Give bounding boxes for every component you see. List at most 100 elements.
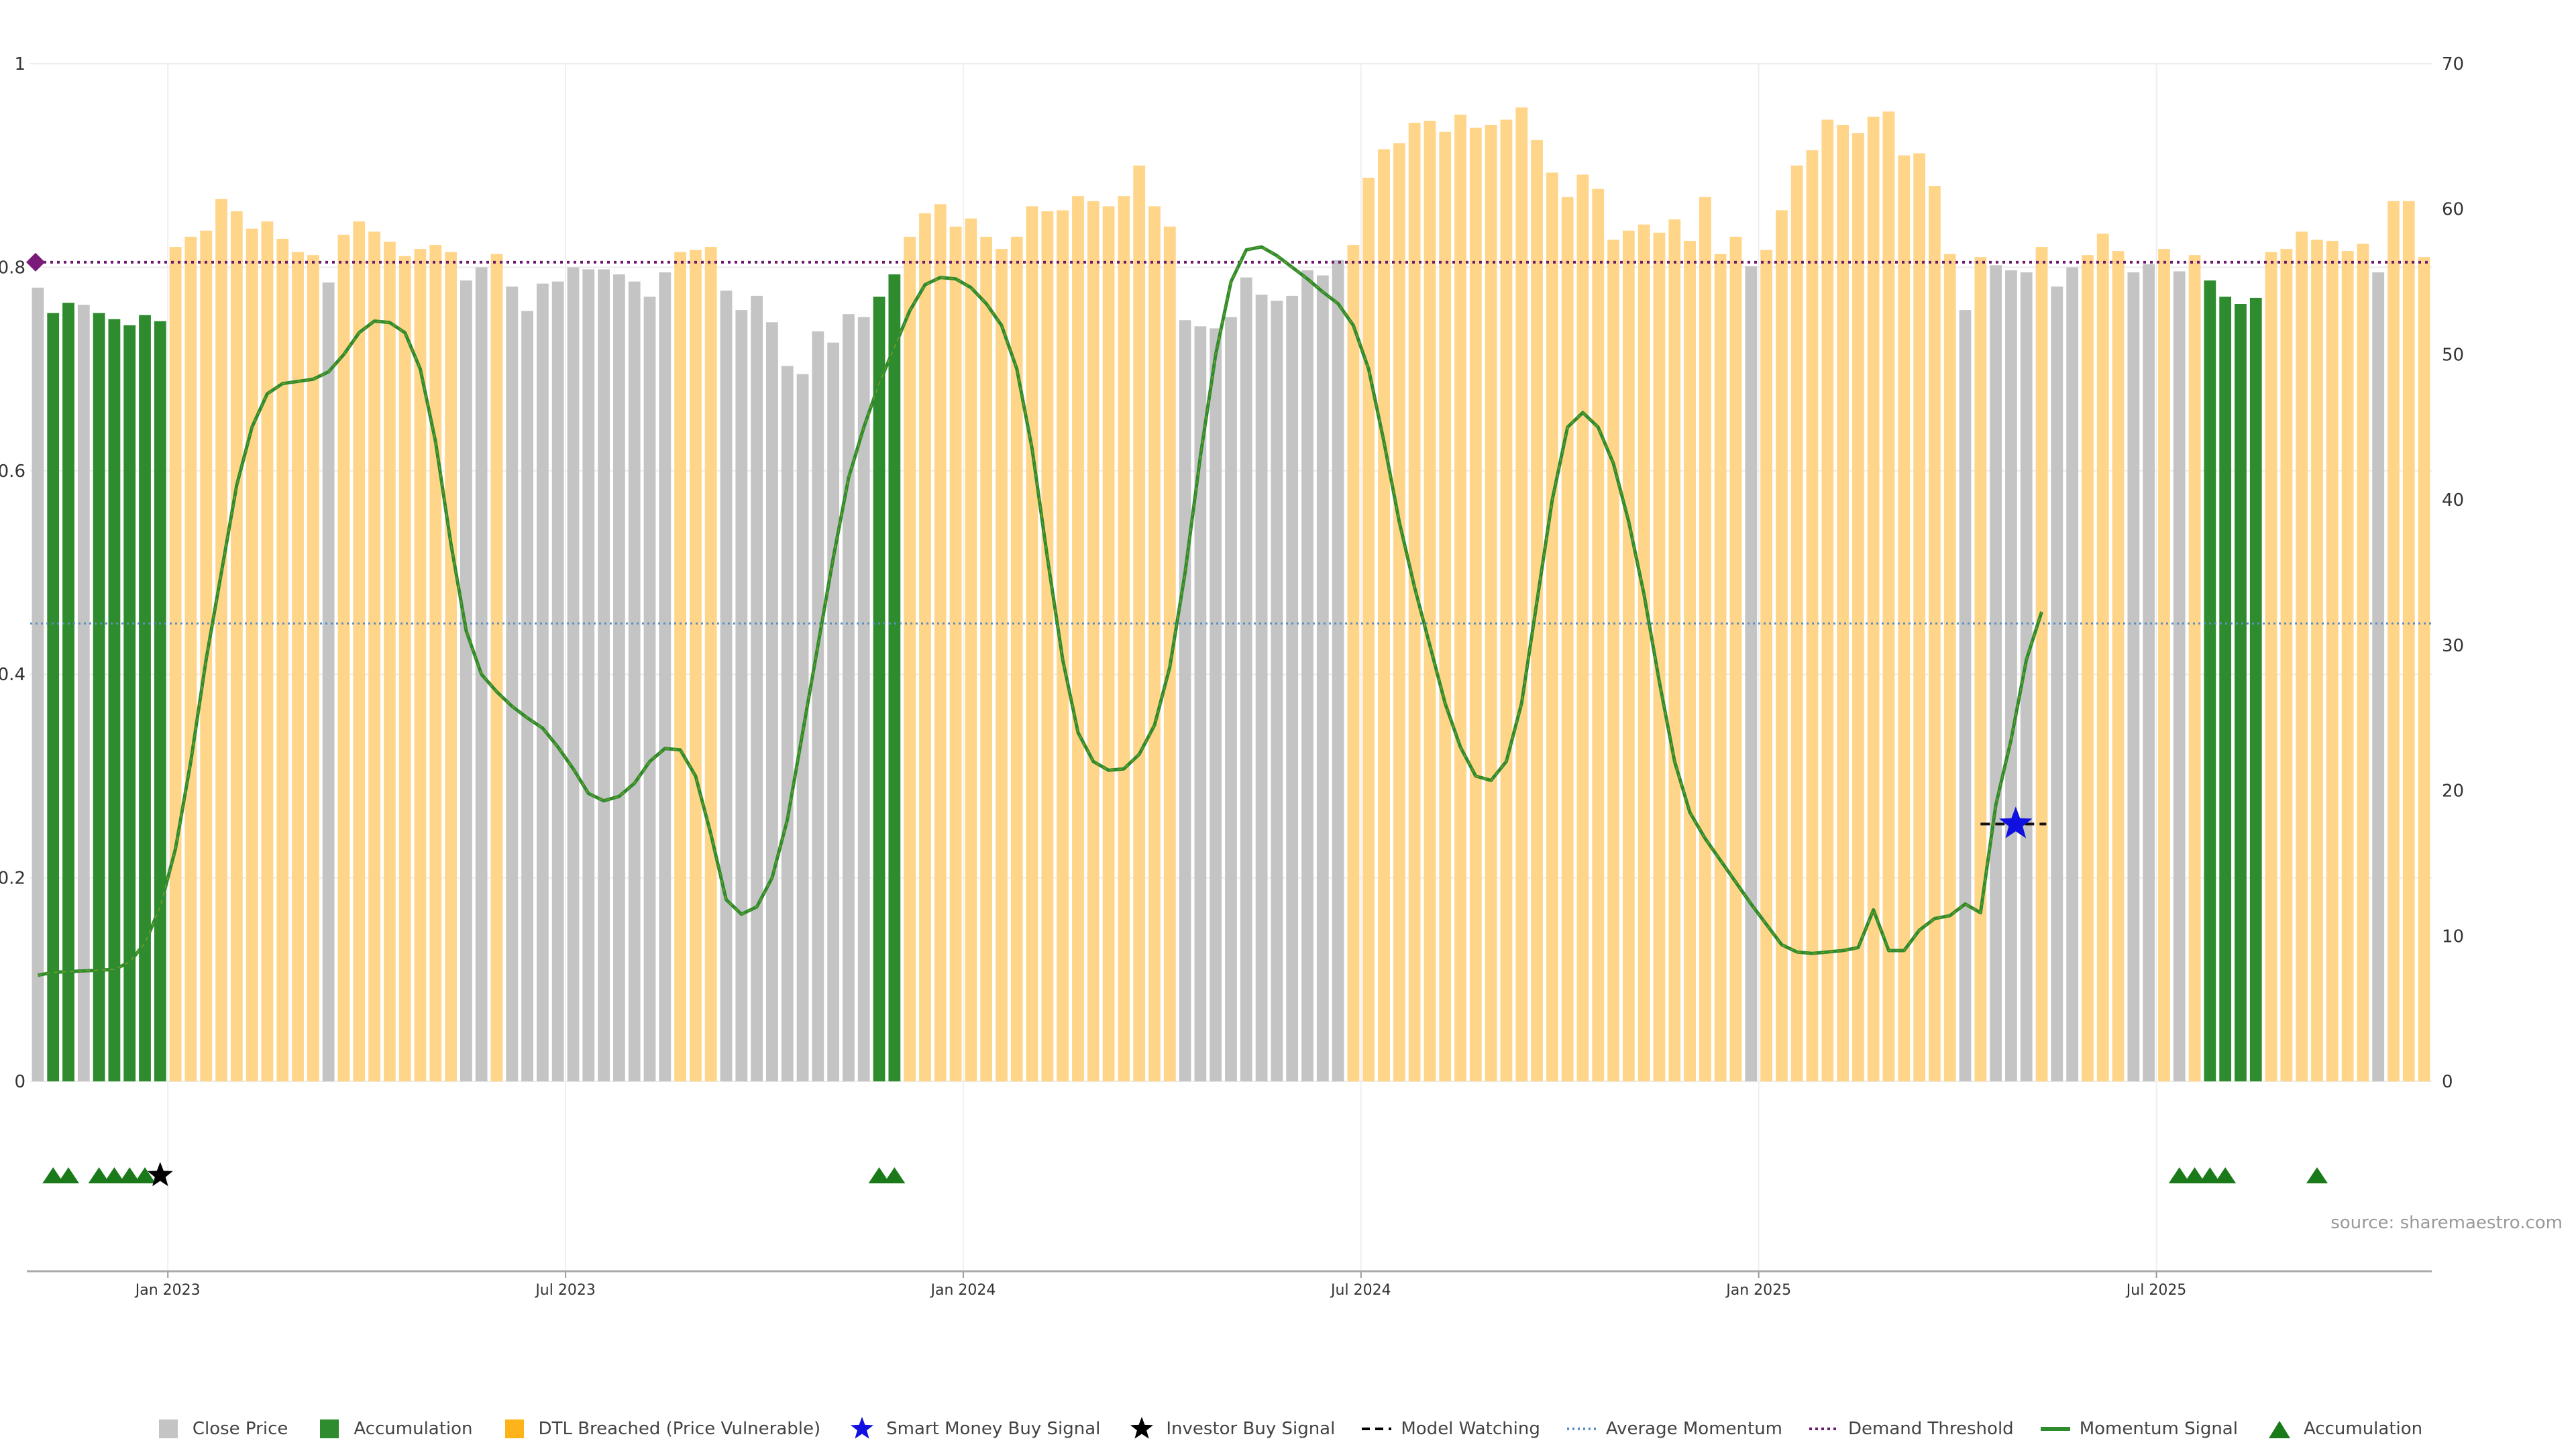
bar-dtl-breached — [1118, 196, 1130, 1082]
bar-close-price — [613, 274, 625, 1081]
bar-dtl-breached — [1362, 177, 1375, 1081]
x-tick-label: Jan 2025 — [1725, 1282, 1791, 1299]
bar-dtl-breached — [1882, 111, 1895, 1082]
legend-swatch-star — [847, 1417, 877, 1441]
bar-close-price — [551, 281, 564, 1082]
bar-dtl-breached — [1469, 127, 1482, 1081]
bar-dtl-breached — [1515, 107, 1528, 1082]
bar-dtl-breached — [2188, 255, 2201, 1081]
bar-close-price — [2005, 270, 2017, 1082]
legend: Close Price Accumulation DTL Breached (Pri… — [0, 1412, 2576, 1446]
bar-accumulation — [108, 319, 121, 1082]
bar-close-price — [1240, 277, 1252, 1081]
bar-close-price — [827, 342, 840, 1082]
bar-dtl-breached — [1010, 236, 1023, 1081]
accumulation-marker — [42, 1167, 64, 1183]
left-tick-label: 0.8 — [0, 258, 25, 278]
bar-close-price — [1316, 275, 1329, 1081]
bar-dtl-breached — [2357, 244, 2369, 1081]
legend-item: Investor Buy Signal — [1127, 1417, 1335, 1441]
bar-dtl-breached — [215, 199, 227, 1081]
bar-dtl-breached — [1974, 257, 1987, 1082]
bar-dtl-breached — [1454, 114, 1466, 1082]
bar-dtl-breached — [1913, 153, 1926, 1082]
left-tick-label: 1 — [14, 54, 25, 74]
right-tick-label: 10 — [2442, 926, 2464, 947]
accumulation-marker — [2214, 1167, 2237, 1183]
bar-dtl-breached — [1026, 206, 1038, 1081]
bar-dtl-breached — [292, 252, 304, 1081]
right-tick-label: 50 — [2442, 345, 2464, 365]
bar-dtl-breached — [1408, 122, 1421, 1082]
bar-close-price — [2051, 286, 2063, 1081]
bar-dtl-breached — [2082, 255, 2094, 1081]
bar-close-price — [659, 272, 672, 1081]
bar-dtl-breached — [368, 231, 380, 1082]
bar-close-price — [2127, 272, 2140, 1081]
bar-dtl-breached — [1485, 125, 1497, 1081]
bar-dtl-breached — [1592, 189, 1605, 1081]
bar-dtl-breached — [1424, 120, 1436, 1081]
accumulation-marker — [2184, 1167, 2206, 1183]
x-tick-label: Jan 2023 — [134, 1282, 201, 1299]
x-tick-label: Jul 2025 — [2125, 1282, 2187, 1299]
bar-dtl-breached — [934, 204, 947, 1082]
bar-dtl-breached — [1821, 119, 1834, 1081]
bar-close-price — [1271, 301, 1283, 1082]
bar-close-price — [1194, 326, 1207, 1081]
bar-close-price — [843, 314, 855, 1081]
accumulation-marker — [868, 1167, 890, 1183]
bar-accumulation — [139, 315, 151, 1082]
accumulation-marker — [119, 1167, 141, 1183]
legend-swatch-triangle — [2265, 1417, 2294, 1441]
right-tick-label: 0 — [2442, 1072, 2453, 1092]
legend-swatch-dot — [1566, 1417, 1597, 1441]
bar-dtl-breached — [1163, 226, 1176, 1082]
bar-dtl-breached — [1729, 236, 1742, 1081]
bar-dtl-breached — [1943, 254, 1956, 1082]
bar-dtl-breached — [383, 241, 396, 1082]
bar-dtl-breached — [980, 236, 993, 1081]
legend-label: Average Momentum — [1605, 1419, 1783, 1439]
bar-dtl-breached — [1439, 131, 1452, 1081]
bar-dtl-breached — [1546, 172, 1558, 1082]
bar-dtl-breached — [230, 211, 243, 1082]
bar-close-price — [1990, 265, 2002, 1082]
bar-dtl-breached — [2326, 240, 2339, 1081]
legend-label: DTL Breached (Price Vulnerable) — [538, 1419, 821, 1439]
bar-dtl-breached — [261, 221, 274, 1081]
bar-dtl-breached — [353, 221, 366, 1081]
bar-dtl-breached — [246, 228, 258, 1081]
bar-dtl-breached — [2158, 249, 2170, 1081]
bar-dtl-breached — [704, 247, 717, 1081]
right-tick-label: 40 — [2442, 490, 2464, 511]
bar-close-price — [32, 287, 44, 1081]
bar-dtl-breached — [2280, 249, 2293, 1081]
bar-dtl-breached — [276, 238, 289, 1081]
bar-close-price — [2173, 271, 2186, 1081]
x-tick-label: Jul 2023 — [534, 1282, 596, 1299]
bar-close-price — [1210, 328, 1222, 1081]
bar-accumulation — [2219, 297, 2232, 1081]
accumulation-marker — [58, 1167, 80, 1183]
left-tick-label: 0 — [14, 1072, 25, 1092]
legend-swatch-square — [154, 1417, 183, 1441]
bar-dtl-breached — [1775, 210, 1788, 1081]
left-tick-label: 0.2 — [0, 869, 25, 889]
bar-dtl-breached — [1057, 210, 1069, 1081]
momentum-signal-highlight — [38, 246, 2043, 976]
bar-dtl-breached — [184, 236, 197, 1081]
left-tick-label: 0.6 — [0, 462, 25, 482]
bar-dtl-breached — [919, 213, 931, 1081]
bar-dtl-breached — [904, 236, 916, 1081]
bar-close-price — [812, 331, 824, 1082]
legend-swatch-line — [2040, 1417, 2070, 1441]
bar-accumulation — [47, 313, 60, 1081]
bar-close-price — [1959, 310, 1972, 1081]
legend-swatch-square — [500, 1417, 529, 1441]
bar-dtl-breached — [1867, 116, 1880, 1081]
bar-dtl-breached — [398, 256, 411, 1081]
bar-close-price — [77, 305, 90, 1081]
bar-dtl-breached — [1500, 119, 1513, 1081]
